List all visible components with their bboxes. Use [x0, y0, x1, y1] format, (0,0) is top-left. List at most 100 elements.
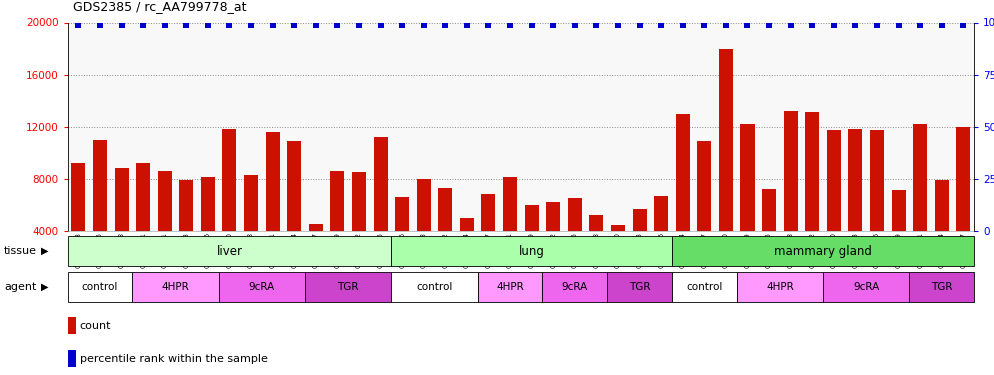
Bar: [392, 236, 672, 266]
Bar: [136, 163, 150, 283]
Point: [329, 22, 345, 28]
Bar: [741, 124, 754, 283]
Bar: [823, 272, 910, 302]
Point: [675, 22, 691, 28]
Point: [524, 22, 540, 28]
Bar: [245, 175, 258, 283]
Bar: [654, 195, 668, 283]
Text: tissue: tissue: [4, 246, 37, 256]
Point: [567, 22, 582, 28]
Bar: [396, 197, 410, 283]
Text: ▶: ▶: [41, 246, 49, 256]
Point: [222, 22, 238, 28]
Bar: [913, 124, 927, 283]
Point: [437, 22, 453, 28]
Bar: [503, 177, 517, 283]
Text: GDS2385 / rc_AA799778_at: GDS2385 / rc_AA799778_at: [73, 0, 247, 13]
Text: count: count: [80, 321, 111, 331]
Bar: [589, 215, 603, 283]
Point: [264, 22, 280, 28]
Text: TGR: TGR: [931, 282, 952, 292]
Point: [804, 22, 820, 28]
Point: [718, 22, 734, 28]
Point: [373, 22, 389, 28]
Bar: [525, 205, 539, 283]
Bar: [672, 272, 737, 302]
Bar: [607, 272, 672, 302]
Point: [782, 22, 798, 28]
Bar: [68, 317, 76, 334]
Bar: [762, 189, 776, 283]
Bar: [632, 209, 646, 283]
Point: [502, 22, 518, 28]
Bar: [179, 180, 193, 283]
Point: [415, 22, 431, 28]
Point: [480, 22, 496, 28]
Point: [955, 22, 971, 28]
Point: [71, 22, 86, 28]
Text: lung: lung: [519, 245, 545, 258]
Bar: [672, 236, 974, 266]
Text: TGR: TGR: [629, 282, 650, 292]
Bar: [72, 163, 85, 283]
Bar: [68, 350, 76, 367]
Text: 9cRA: 9cRA: [853, 282, 880, 292]
Text: 9cRA: 9cRA: [562, 282, 587, 292]
Bar: [438, 188, 452, 283]
Bar: [827, 130, 841, 283]
Bar: [956, 127, 970, 283]
Bar: [934, 180, 948, 283]
Bar: [374, 137, 388, 283]
Bar: [265, 132, 279, 283]
Point: [588, 22, 604, 28]
Bar: [805, 112, 819, 283]
Bar: [547, 202, 561, 283]
Point: [631, 22, 647, 28]
Text: mammary gland: mammary gland: [774, 245, 872, 258]
Bar: [68, 272, 132, 302]
Text: control: control: [82, 282, 118, 292]
Bar: [783, 111, 797, 283]
Bar: [330, 171, 344, 283]
Bar: [719, 48, 733, 283]
Bar: [698, 141, 712, 283]
Point: [933, 22, 949, 28]
Point: [761, 22, 777, 28]
Bar: [132, 272, 219, 302]
Point: [826, 22, 842, 28]
Point: [157, 22, 173, 28]
Bar: [910, 272, 974, 302]
Point: [697, 22, 713, 28]
Point: [459, 22, 475, 28]
Bar: [68, 236, 392, 266]
Point: [610, 22, 626, 28]
Bar: [568, 198, 581, 283]
Bar: [478, 272, 543, 302]
Point: [740, 22, 755, 28]
Bar: [676, 114, 690, 283]
Text: TGR: TGR: [337, 282, 359, 292]
Point: [546, 22, 562, 28]
Bar: [114, 168, 128, 283]
Point: [286, 22, 302, 28]
Bar: [611, 225, 625, 283]
Text: 4HPR: 4HPR: [766, 282, 794, 292]
Point: [113, 22, 129, 28]
Point: [135, 22, 151, 28]
Bar: [201, 177, 215, 283]
Text: 9cRA: 9cRA: [248, 282, 275, 292]
Bar: [392, 272, 478, 302]
Bar: [223, 129, 237, 283]
Bar: [543, 272, 607, 302]
Text: control: control: [686, 282, 723, 292]
Text: 4HPR: 4HPR: [162, 282, 190, 292]
Text: ▶: ▶: [41, 282, 49, 292]
Point: [178, 22, 194, 28]
Point: [308, 22, 324, 28]
Point: [891, 22, 907, 28]
Point: [200, 22, 216, 28]
Point: [92, 22, 108, 28]
Bar: [309, 224, 323, 283]
Bar: [870, 130, 884, 283]
Bar: [305, 272, 392, 302]
